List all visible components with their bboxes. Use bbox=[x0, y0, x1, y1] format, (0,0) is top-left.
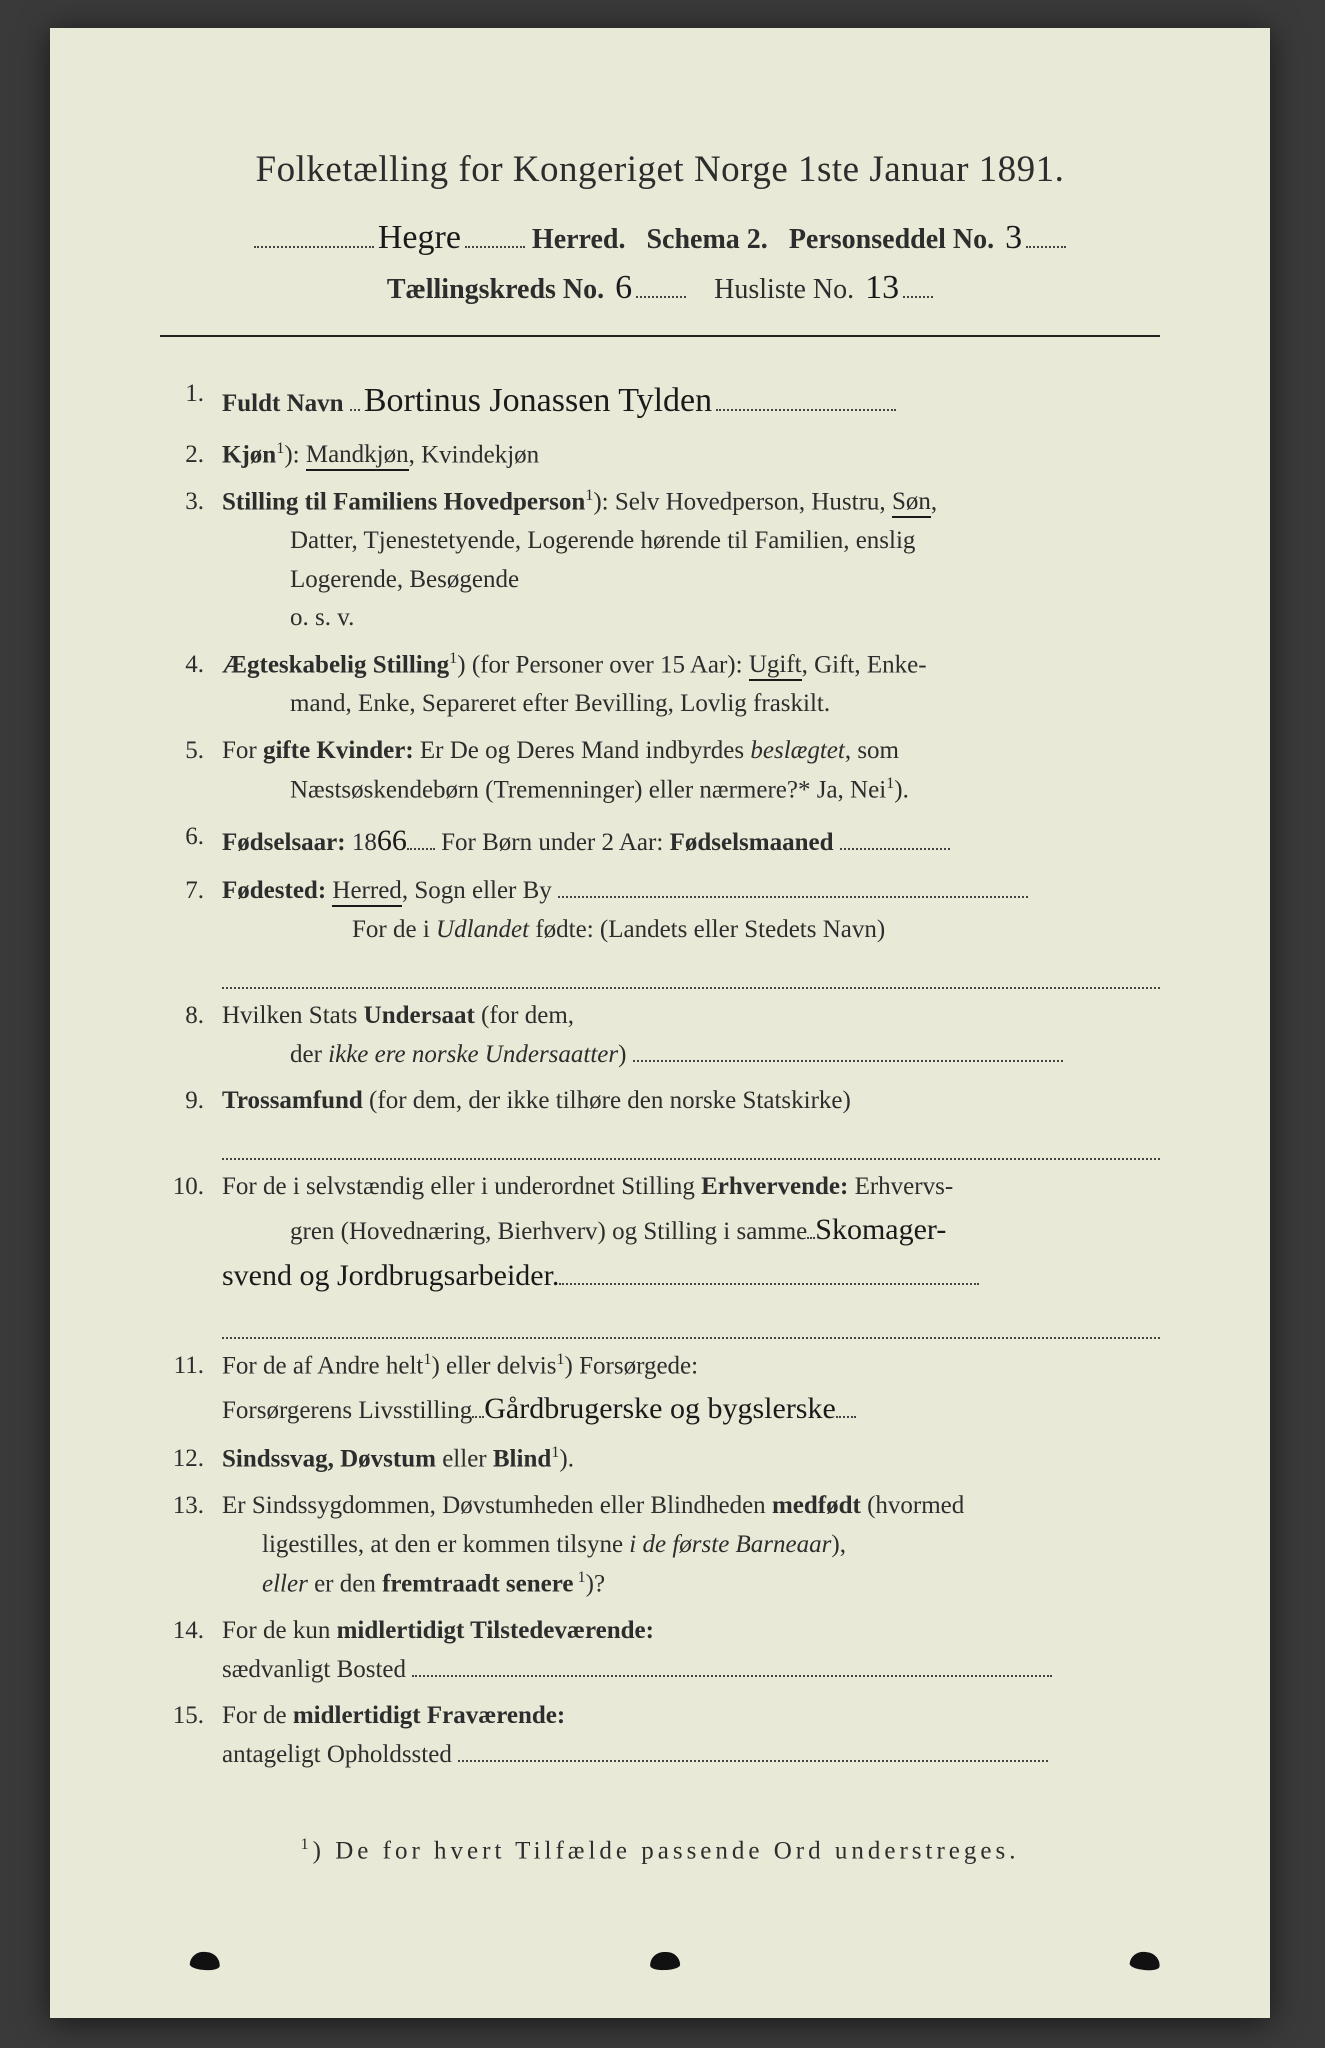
selected-mandkjon: Mandkjøn bbox=[306, 441, 409, 471]
entry-num: 15. bbox=[166, 1697, 222, 1775]
entry-body: Kjøn1): Mandkjøn, Kvindekjøn bbox=[222, 436, 1160, 475]
entry-body: Trossamfund (for dem, der ikke tilhøre d… bbox=[222, 1082, 1160, 1160]
entry-1: 1. Fuldt Navn Bortinus Jonassen Tylden bbox=[166, 375, 1160, 428]
census-form-page: Folketælling for Kongeriget Norge 1ste J… bbox=[50, 28, 1270, 2018]
label: gifte Kvinder: bbox=[263, 737, 414, 764]
entry-body: Ægteskabelig Stilling1) (for Personer ov… bbox=[222, 646, 1160, 724]
entry-4: 4. Ægteskabelig Stilling1) (for Personer… bbox=[166, 646, 1160, 724]
tkreds-no-hw: 6 bbox=[611, 269, 636, 306]
entry-8: 8. Hvilken Stats Undersaat (for dem, der… bbox=[166, 997, 1160, 1075]
binding-hole-icon bbox=[1129, 1950, 1161, 1971]
entry-15: 15. For de midlertidigt Fraværende: anta… bbox=[166, 1697, 1160, 1775]
label: Fødselsaar: bbox=[222, 829, 346, 856]
entry-13: 13. Er Sindssygdommen, Døvstumheden elle… bbox=[166, 1487, 1160, 1604]
husliste-no-hw: 13 bbox=[861, 269, 903, 306]
entry-num: 4. bbox=[166, 646, 222, 724]
entry-num: 2. bbox=[166, 436, 222, 475]
entry-num: 6. bbox=[166, 818, 222, 865]
label: Undersaat bbox=[364, 1002, 475, 1029]
entry-body: For de i selvstændig eller i underordnet… bbox=[222, 1168, 1160, 1339]
entry-num: 1. bbox=[166, 375, 222, 428]
occupation-hw-2: svend og Jordbrugsarbeider. bbox=[222, 1259, 559, 1292]
page-title: Folketælling for Kongeriget Norge 1ste J… bbox=[160, 148, 1160, 191]
entry-body: Sindssvag, Døvstum eller Blind1). bbox=[222, 1440, 1160, 1479]
selected-herred: Herred bbox=[332, 877, 401, 907]
entry-body: Hvilken Stats Undersaat (for dem, der ik… bbox=[222, 997, 1160, 1075]
label: medfødt bbox=[772, 1492, 861, 1519]
entry-num: 14. bbox=[166, 1612, 222, 1690]
entry-body: Er Sindssygdommen, Døvstumheden eller Bl… bbox=[222, 1487, 1160, 1604]
entry-14: 14. For de kun midlertidigt Tilstedevære… bbox=[166, 1612, 1160, 1690]
divider-rule bbox=[160, 335, 1160, 337]
entry-2: 2. Kjøn1): Mandkjøn, Kvindekjøn bbox=[166, 436, 1160, 475]
label: midlertidigt Tilstedeværende: bbox=[337, 1617, 654, 1644]
label: Sindssvag, Døvstum bbox=[222, 1446, 436, 1473]
label: Ægteskabelig Stilling bbox=[222, 651, 449, 678]
entry-body: Fødselsaar: 1866 For Børn under 2 Aar: F… bbox=[222, 818, 1160, 865]
header-line-1: Hegre Herred. Schema 2. Personseddel No.… bbox=[160, 219, 1160, 257]
husliste-label: Husliste No. bbox=[714, 274, 854, 305]
entry-body: Stilling til Familiens Hovedperson1): Se… bbox=[222, 483, 1160, 638]
entry-body: For de midlertidigt Fraværende: antageli… bbox=[222, 1697, 1160, 1775]
entry-7: 7. Fødested: Herred, Sogn eller By For d… bbox=[166, 872, 1160, 989]
entry-11: 11. For de af Andre helt1) eller delvis1… bbox=[166, 1347, 1160, 1433]
selected-ugift: Ugift bbox=[749, 651, 802, 681]
entry-num: 12. bbox=[166, 1440, 222, 1479]
name-hw: Bortinus Jonassen Tylden bbox=[360, 382, 716, 419]
entry-num: 10. bbox=[166, 1168, 222, 1339]
form-entries: 1. Fuldt Navn Bortinus Jonassen Tylden 2… bbox=[160, 375, 1160, 1775]
entry-6: 6. Fødselsaar: 1866 For Børn under 2 Aar… bbox=[166, 818, 1160, 865]
label: Fuldt Navn bbox=[222, 390, 344, 417]
label: Erhvervende: bbox=[701, 1173, 848, 1200]
entry-body: For gifte Kvinder: Er De og Deres Mand i… bbox=[222, 732, 1160, 810]
label: Trossamfund bbox=[222, 1087, 363, 1114]
occupation-hw-1: Skomager- bbox=[815, 1213, 946, 1246]
entry-num: 5. bbox=[166, 732, 222, 810]
label: Stilling til Familiens Hovedperson bbox=[222, 488, 585, 515]
provider-hw: Gårdbrugerske og bygslerske bbox=[484, 1392, 836, 1425]
binding-hole-icon bbox=[189, 1951, 220, 1971]
entry-num: 11. bbox=[166, 1347, 222, 1433]
entry-12: 12. Sindssvag, Døvstum eller Blind1). bbox=[166, 1440, 1160, 1479]
tkreds-label: Tællingskreds No. bbox=[387, 274, 604, 305]
entry-num: 8. bbox=[166, 997, 222, 1075]
selected-son: Søn bbox=[892, 488, 931, 518]
schema-label: Schema 2. bbox=[646, 224, 767, 255]
personseddel-label: Personseddel No. bbox=[789, 224, 994, 255]
label: Kjøn bbox=[222, 441, 276, 468]
herred-label: Herred. bbox=[532, 224, 626, 255]
label: midlertidigt Fraværende: bbox=[293, 1702, 565, 1729]
year-hw: 66 bbox=[377, 824, 407, 857]
herred-handwritten: Hegre bbox=[374, 219, 465, 256]
personseddel-no-hw: 3 bbox=[1001, 219, 1026, 256]
entry-body: Fuldt Navn Bortinus Jonassen Tylden bbox=[222, 375, 1160, 428]
binding-hole-icon bbox=[650, 1951, 681, 1970]
entry-num: 13. bbox=[166, 1487, 222, 1604]
entry-body: For de af Andre helt1) eller delvis1) Fo… bbox=[222, 1347, 1160, 1433]
entry-3: 3. Stilling til Familiens Hovedperson1):… bbox=[166, 483, 1160, 638]
entry-5: 5. For gifte Kvinder: Er De og Deres Man… bbox=[166, 732, 1160, 810]
entry-num: 9. bbox=[166, 1082, 222, 1160]
entry-num: 7. bbox=[166, 872, 222, 989]
entry-num: 3. bbox=[166, 483, 222, 638]
entry-body: For de kun midlertidigt Tilstedeværende:… bbox=[222, 1612, 1160, 1690]
label: Fødested: bbox=[222, 877, 326, 904]
entry-9: 9. Trossamfund (for dem, der ikke tilhør… bbox=[166, 1082, 1160, 1160]
footnote: 1) De for hvert Tilfælde passende Ord un… bbox=[160, 1835, 1160, 1865]
entry-10: 10. For de i selvstændig eller i underor… bbox=[166, 1168, 1160, 1339]
header-line-2: Tællingskreds No. 6 Husliste No. 13 bbox=[160, 269, 1160, 307]
entry-body: Fødested: Herred, Sogn eller By For de i… bbox=[222, 872, 1160, 989]
